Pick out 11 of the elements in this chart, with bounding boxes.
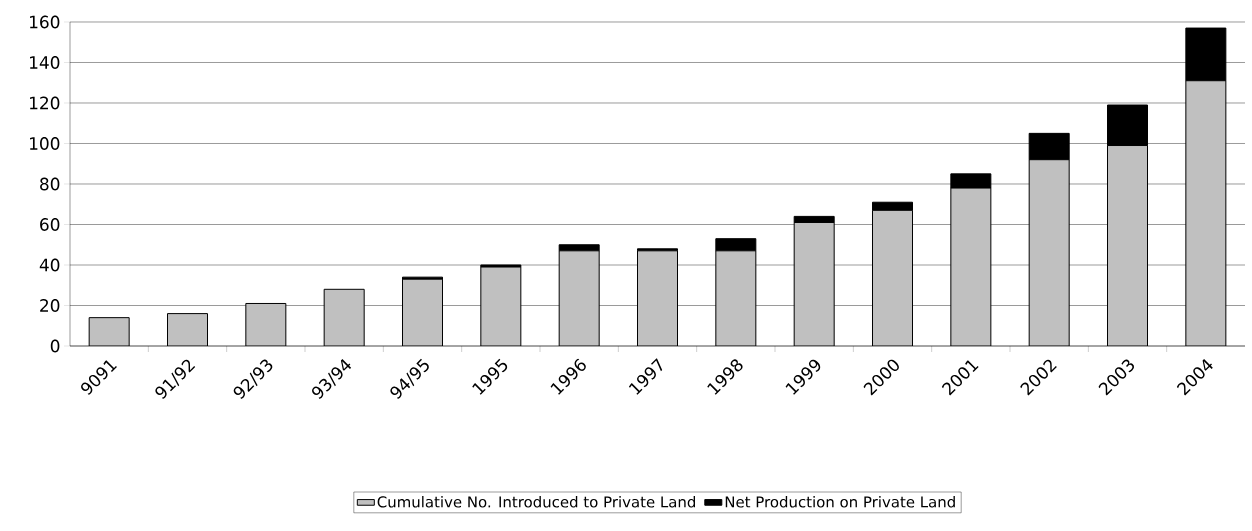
y-tick-label: 60 <box>40 218 60 231</box>
legend-label: Cumulative No. Introduced to Private Land <box>377 496 696 508</box>
y-tick-label: 80 <box>40 177 60 191</box>
y-tick-label: 140 <box>30 56 60 69</box>
y-tick-label: 160 <box>30 15 60 29</box>
y-tick-label: 100 <box>30 137 60 150</box>
y-tick-label: 0 <box>50 339 60 353</box>
legend-label: Net Production on Private Land <box>725 496 955 508</box>
y-tick-label: 40 <box>39 258 60 272</box>
y-tick-label: 20 <box>40 299 60 312</box>
y-tick-label: 120 <box>30 96 60 110</box>
